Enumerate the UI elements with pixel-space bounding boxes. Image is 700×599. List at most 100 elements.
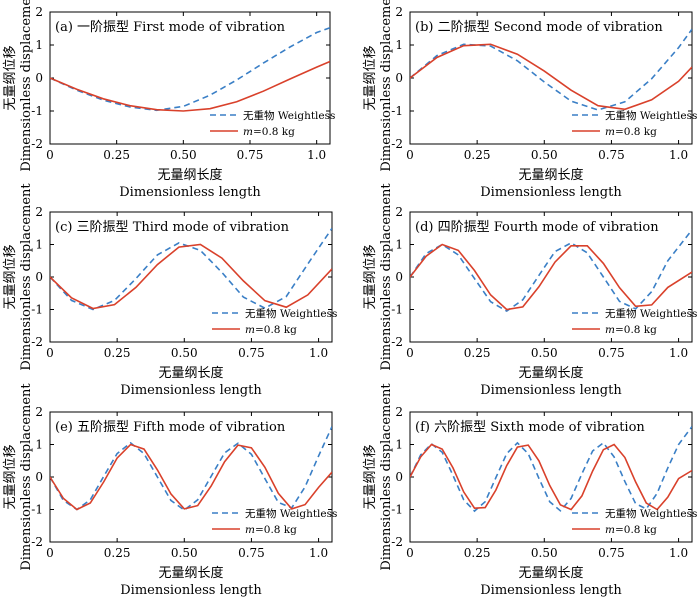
y-tick-label: -2 bbox=[31, 137, 43, 151]
legend-mass-value: =0.8 kg bbox=[615, 524, 657, 536]
legend-mass-value: =0.8 kg bbox=[255, 324, 297, 336]
panel-title: (b) 二阶振型 Second mode of vibration bbox=[415, 20, 663, 35]
x-tick-label: 0 bbox=[46, 546, 54, 560]
x-tick-label: 0 bbox=[46, 148, 54, 162]
legend-label-weightless: 无重物 Weightless bbox=[605, 307, 697, 320]
panel-title: (d) 四阶振型 Fourth mode of vibration bbox=[415, 220, 659, 235]
chart-panel-1: 0 0.25 0.50 0.75 1.0 -2 -1 0 1 2 (a) 一阶振型 First mo… bbox=[3, 0, 335, 200]
x-axis-label-en: Dimensionless length bbox=[120, 383, 262, 398]
series-line-mass bbox=[50, 443, 332, 511]
panel-title: (f) 六阶振型 Sixth mode of vibration bbox=[415, 420, 645, 435]
x-tick-label: 1.0 bbox=[307, 148, 326, 162]
x-tick-label: 0 bbox=[406, 148, 414, 162]
legend-label-mass: m=0.8 kg bbox=[245, 324, 297, 336]
y-axis-label-en: Dimensionless displacement bbox=[379, 183, 394, 371]
y-tick-label: -1 bbox=[31, 104, 43, 118]
series-line-weightless bbox=[410, 28, 692, 111]
x-tick-label: 0.75 bbox=[598, 346, 625, 360]
series-line-mass bbox=[410, 443, 692, 511]
plot-frame bbox=[49, 11, 331, 145]
x-axis-label-cn: 无量纲长度 bbox=[518, 365, 583, 381]
series-line-weightless bbox=[410, 229, 692, 313]
legend-mass-symbol: m bbox=[245, 324, 255, 336]
panel-title: (c) 三阶振型 Third mode of vibration bbox=[55, 220, 290, 235]
x-axis-label-en: Dimensionless length bbox=[480, 185, 622, 200]
y-tick-label: 2 bbox=[395, 205, 403, 219]
x-tick-label: 0.50 bbox=[531, 346, 558, 360]
chart-panel-5: 0 0.25 0.50 0.75 1.0 -2 -1 0 1 2 (e) 五阶振型 Fifth mo… bbox=[3, 383, 337, 598]
x-tick-label: 0.50 bbox=[531, 546, 558, 560]
series-line-weightless bbox=[50, 426, 332, 512]
series-line-weightless bbox=[410, 426, 692, 513]
y-axis-label-cn: 无量纲位移 bbox=[3, 244, 18, 309]
x-axis-label-en: Dimensionless length bbox=[120, 583, 262, 598]
legend-label-mass: m=0.8 kg bbox=[245, 524, 297, 536]
series-line-mass bbox=[50, 60, 330, 112]
y-tick-label: -2 bbox=[31, 535, 43, 549]
x-tick-label: 1.0 bbox=[669, 546, 688, 560]
x-tick-label: 1.0 bbox=[669, 346, 688, 360]
legend-label-mass: m=0.8 kg bbox=[605, 324, 657, 336]
x-axis-label-cn: 无量纲长度 bbox=[158, 365, 223, 381]
x-tick-label: 0.50 bbox=[171, 346, 198, 360]
y-tick-label: 0 bbox=[35, 71, 43, 85]
y-axis-label-cn: 无量纲位移 bbox=[363, 244, 378, 309]
plot-frame bbox=[409, 211, 693, 343]
y-tick-label: -1 bbox=[391, 104, 403, 118]
y-tick-label: 1 bbox=[395, 38, 403, 52]
legend-label-weightless: 无重物 Weightless bbox=[605, 507, 697, 520]
legend-mass-symbol: m bbox=[605, 524, 615, 536]
chart-panel-4: 0 0.25 0.50 0.75 1.0 -2 -1 0 1 2 (d) 四阶振型 Fourth m… bbox=[363, 183, 697, 398]
legend-mass-symbol: m bbox=[605, 126, 615, 138]
x-axis-label-cn: 无量纲长度 bbox=[158, 565, 223, 581]
y-axis-label-en: Dimensionless displacement bbox=[379, 383, 394, 571]
y-axis-label-cn: 无量纲位移 bbox=[363, 444, 378, 509]
x-tick-label: 0.25 bbox=[103, 148, 130, 162]
legend-label-mass: m=0.8 kg bbox=[605, 524, 657, 536]
x-axis-label-cn: 无量纲长度 bbox=[518, 565, 583, 581]
legend-mass-value: =0.8 kg bbox=[253, 126, 295, 138]
x-tick-label: 0.25 bbox=[464, 546, 491, 560]
y-tick-label: 2 bbox=[35, 205, 43, 219]
series-line-mass bbox=[410, 243, 692, 311]
x-tick-label: 0.50 bbox=[171, 546, 198, 560]
y-tick-label: -2 bbox=[391, 335, 403, 349]
x-axis-label-cn: 无量纲长度 bbox=[157, 167, 222, 183]
x-tick-label: 0.75 bbox=[238, 546, 265, 560]
y-tick-label: 2 bbox=[395, 405, 403, 419]
legend-label-weightless: 无重物 Weightless bbox=[243, 109, 335, 122]
x-tick-label: 0.75 bbox=[238, 346, 265, 360]
x-tick-label: 1.0 bbox=[669, 148, 688, 162]
x-tick-label: 0.25 bbox=[464, 148, 491, 162]
y-axis-label-en: Dimensionless displacement bbox=[379, 0, 394, 172]
series-line-mass bbox=[410, 43, 692, 111]
y-tick-label: -2 bbox=[391, 535, 403, 549]
legend-mass-symbol: m bbox=[243, 126, 253, 138]
legend-mass-value: =0.8 kg bbox=[255, 524, 297, 536]
x-tick-label: 1.0 bbox=[309, 546, 328, 560]
legend-label-weightless: 无重物 Weightless bbox=[245, 507, 337, 520]
y-axis-label-en: Dimensionless displacement bbox=[19, 183, 34, 371]
x-tick-label: 0.75 bbox=[598, 148, 625, 162]
x-axis-label-cn: 无量纲长度 bbox=[518, 167, 583, 183]
y-tick-label: 2 bbox=[35, 405, 43, 419]
chart-panel-3: 0 0.25 0.50 0.75 1.0 -2 -1 0 1 2 (c) 三阶振型 Third mo… bbox=[3, 183, 337, 398]
x-tick-label: 0 bbox=[406, 346, 414, 360]
x-tick-label: 0.50 bbox=[170, 148, 197, 162]
x-tick-label: 0 bbox=[406, 546, 414, 560]
y-tick-label: 2 bbox=[35, 5, 43, 19]
y-tick-label: 0 bbox=[35, 470, 43, 484]
x-tick-label: 0.25 bbox=[104, 546, 131, 560]
x-tick-label: 0.50 bbox=[531, 148, 558, 162]
y-tick-label: -2 bbox=[391, 137, 403, 151]
legend-label-weightless: 无重物 Weightless bbox=[245, 307, 337, 320]
x-tick-label: 0.25 bbox=[464, 346, 491, 360]
series-line-mass bbox=[50, 243, 332, 310]
y-tick-label: -2 bbox=[31, 335, 43, 349]
panel-title: (a) 一阶振型 First mode of vibration bbox=[55, 20, 286, 35]
chart-panel-2: 0 0.25 0.50 0.75 1.0 -2 -1 0 1 2 (b) 二阶振型 Second m… bbox=[363, 0, 697, 200]
legend-label-weightless: 无重物 Weightless bbox=[605, 109, 697, 122]
y-axis-label-en: Dimensionless displacement bbox=[19, 0, 34, 172]
legend-mass-symbol: m bbox=[605, 324, 615, 336]
